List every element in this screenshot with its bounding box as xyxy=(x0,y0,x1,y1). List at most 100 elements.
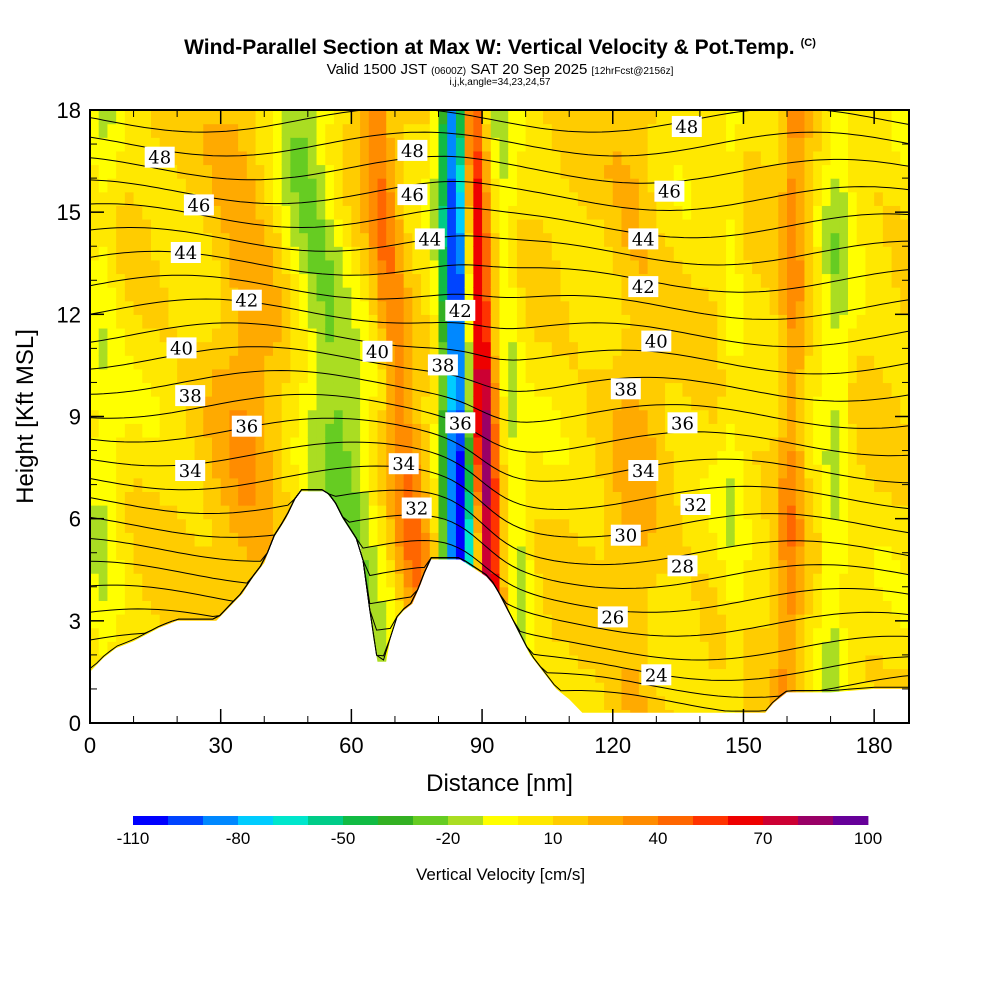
velocity-cell xyxy=(874,627,884,642)
velocity-cell xyxy=(882,668,893,683)
velocity-cell xyxy=(743,491,753,506)
velocity-cell xyxy=(804,368,814,384)
velocity-cell xyxy=(804,627,814,642)
velocity-cell xyxy=(447,232,457,247)
velocity-cell xyxy=(682,627,692,642)
velocity-cell xyxy=(638,123,649,138)
velocity-cell xyxy=(264,178,274,193)
velocity-cell xyxy=(778,491,788,506)
velocity-cell xyxy=(778,205,788,220)
velocity-cell xyxy=(525,341,535,356)
velocity-cell xyxy=(124,164,135,179)
velocity-cell xyxy=(229,164,239,179)
velocity-cell xyxy=(569,287,579,302)
velocity-cell xyxy=(821,273,832,288)
velocity-cell xyxy=(804,327,814,343)
velocity-cell xyxy=(769,246,779,261)
velocity-cell xyxy=(290,287,300,302)
velocity-cell xyxy=(438,327,448,343)
velocity-cell xyxy=(612,477,623,493)
velocity-cell xyxy=(577,450,588,465)
velocity-cell xyxy=(577,164,588,179)
velocity-cell xyxy=(848,341,858,356)
velocity-cell xyxy=(551,614,562,629)
velocity-cell xyxy=(569,110,579,125)
velocity-cell xyxy=(124,450,135,465)
velocity-cell xyxy=(900,627,910,642)
velocity-cell xyxy=(673,205,684,220)
velocity-cell xyxy=(865,450,875,465)
velocity-cell xyxy=(900,110,910,125)
velocity-cell xyxy=(255,341,265,356)
velocity-cell xyxy=(673,682,684,697)
velocity-cell xyxy=(90,600,100,615)
velocity-cell xyxy=(551,477,562,493)
velocity-cell xyxy=(264,409,274,424)
velocity-cell xyxy=(787,246,797,261)
velocity-cell xyxy=(586,287,596,302)
velocity-cell xyxy=(220,409,230,424)
velocity-cell xyxy=(665,464,675,479)
colorbar-segment xyxy=(798,816,834,825)
velocity-cell xyxy=(211,532,222,547)
velocity-cell xyxy=(220,518,230,533)
velocity-cell xyxy=(272,368,283,384)
velocity-cell xyxy=(604,191,614,206)
velocity-cell xyxy=(656,532,666,547)
velocity-cell xyxy=(116,341,126,356)
velocity-cell xyxy=(516,110,527,125)
velocity-cell xyxy=(760,532,771,547)
velocity-cell xyxy=(673,273,684,288)
velocity-cell xyxy=(194,178,204,193)
velocity-cell xyxy=(551,368,562,384)
velocity-cell xyxy=(848,573,858,588)
velocity-cell xyxy=(821,259,832,275)
velocity-cell xyxy=(708,382,718,397)
velocity-cell xyxy=(534,545,544,561)
velocity-cell xyxy=(839,123,849,138)
velocity-cell xyxy=(333,123,344,138)
velocity-cell xyxy=(560,573,570,588)
theta-label-text: 42 xyxy=(235,291,258,312)
theta-label-bg xyxy=(231,415,262,437)
velocity-cell xyxy=(551,491,562,506)
velocity-cell xyxy=(255,314,265,329)
velocity-cell xyxy=(255,150,265,166)
velocity-cell xyxy=(403,314,413,329)
velocity-cell xyxy=(569,614,579,629)
velocity-cell xyxy=(795,491,806,506)
velocity-cell xyxy=(394,123,405,138)
velocity-cell xyxy=(412,545,422,561)
velocity-cell xyxy=(98,191,109,206)
velocity-cell xyxy=(699,164,710,179)
velocity-cell xyxy=(90,218,100,234)
velocity-cell xyxy=(185,178,196,193)
velocity-cell xyxy=(203,368,213,384)
theta-label-text: 24 xyxy=(645,665,668,686)
velocity-cell xyxy=(621,259,631,275)
velocity-cell xyxy=(577,218,588,234)
velocity-cell xyxy=(342,191,352,206)
velocity-cell xyxy=(734,259,745,275)
velocity-cell xyxy=(281,477,291,493)
velocity-cell xyxy=(630,150,640,166)
velocity-cell xyxy=(900,505,910,520)
velocity-cell xyxy=(577,287,588,302)
velocity-cell xyxy=(534,314,544,329)
velocity-cell xyxy=(429,191,440,206)
velocity-cell xyxy=(787,600,797,615)
velocity-cell xyxy=(133,573,143,588)
velocity-cell xyxy=(142,178,152,193)
velocity-cell xyxy=(804,491,814,506)
velocity-cell xyxy=(830,110,840,125)
velocity-cell xyxy=(804,150,814,166)
velocity-cell xyxy=(604,218,614,234)
velocity-cell xyxy=(211,518,222,533)
velocity-cell xyxy=(142,450,152,465)
velocity-cell xyxy=(804,246,814,261)
velocity-cell xyxy=(333,178,344,193)
terrain-area xyxy=(90,491,909,723)
velocity-cell xyxy=(116,110,126,125)
theta-label-bg xyxy=(610,524,641,546)
velocity-cell xyxy=(412,355,422,370)
